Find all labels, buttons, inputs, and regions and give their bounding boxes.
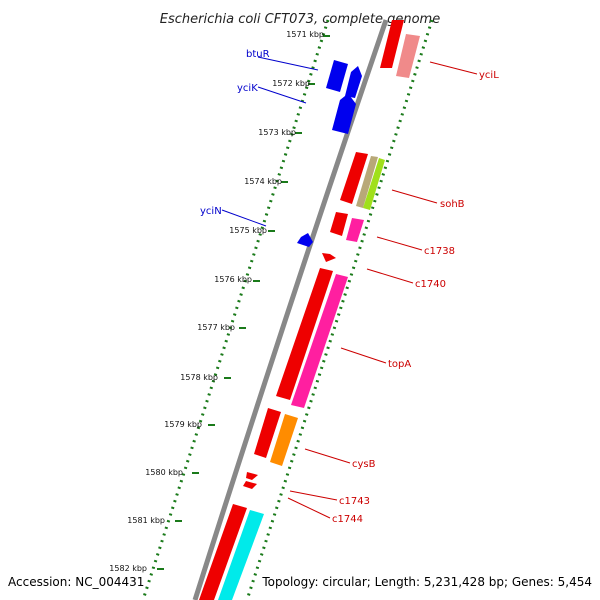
genome-backbone (192, 19, 389, 600)
gene-label-btuR[interactable]: btuR (246, 49, 270, 60)
gene-topA-red[interactable] (276, 268, 333, 400)
gene-yciK-part-a[interactable] (345, 66, 362, 98)
leader-line-c1743 (289, 490, 338, 501)
tick-label: 1580 kbp (145, 468, 183, 477)
tick-marks (157, 35, 330, 570)
tick-label: 1571 kbp (286, 30, 324, 39)
gene-label-sohB[interactable]: sohB (440, 199, 465, 210)
gene-yciN[interactable] (297, 233, 313, 247)
tick-label: 1577 kbp (197, 323, 235, 332)
leader-line-cysB (304, 448, 351, 464)
gene-yciK[interactable] (332, 96, 356, 134)
leader-line-sohB (391, 189, 438, 204)
gene-label-cysB[interactable]: cysB (352, 459, 376, 470)
gene-label-topA[interactable]: topA (388, 359, 411, 370)
genome-summary-text: Topology: circular; Length: 5,231,428 bp… (261, 575, 592, 589)
tick-label: 1574 kbp (244, 177, 282, 186)
gene-c1738[interactable] (346, 218, 364, 242)
tick-label: 1572 kbp (272, 79, 310, 88)
tick-labels: 1571 kbp 1572 kbp 1573 kbp 1574 kbp 1575… (109, 30, 324, 573)
gene-bottom-red[interactable] (199, 504, 247, 600)
leader-line-c1738 (376, 236, 423, 251)
gene-cysB[interactable] (270, 414, 298, 466)
gene-label-yciK[interactable]: yciK (237, 83, 258, 94)
tick-label: 1573 kbp (258, 128, 296, 137)
leader-line-topA (340, 347, 387, 364)
gene-label-c1740[interactable]: c1740 (415, 279, 446, 290)
tick-label: 1579 kbp (164, 420, 202, 429)
gene-btuR[interactable] (326, 60, 348, 92)
gene-label-c1738[interactable]: c1738 (424, 246, 455, 257)
gene-label-c1744[interactable]: c1744 (332, 514, 363, 525)
gene-bottom-cyan[interactable] (218, 510, 264, 600)
tick-label: 1582 kbp (109, 564, 147, 573)
gene-c1738-red[interactable] (330, 212, 348, 236)
gene-sohB-adjacent[interactable] (356, 156, 378, 208)
leader-line-c1744 (287, 497, 331, 519)
map-title: Escherichia coli CFT073, complete genome (160, 12, 440, 27)
tick-label: 1578 kbp (180, 373, 218, 382)
gene-c1743[interactable] (246, 472, 258, 480)
tick-label: 1575 kbp (229, 226, 267, 235)
gene-cysB-red[interactable] (254, 408, 281, 458)
leader-line-yciK (257, 86, 307, 104)
leader-line-btuR (257, 56, 319, 71)
gene-c1744[interactable] (243, 481, 257, 489)
gene-label-yciN[interactable]: yciN (200, 206, 222, 217)
leader-line-yciL (429, 61, 478, 75)
tick-label: 1581 kbp (127, 516, 165, 525)
gene-c1740[interactable] (322, 253, 336, 262)
leader-line-yciN (221, 209, 267, 227)
accession-text: Accession: NC_004431 (8, 575, 144, 589)
gene-topA[interactable] (291, 274, 348, 408)
gene-top-partial[interactable] (380, 20, 404, 68)
leader-line-c1740 (366, 268, 414, 284)
gene-sohB-adjacent-green[interactable] (363, 158, 385, 210)
gene-label-c1743[interactable]: c1743 (339, 496, 370, 507)
gene-sohB[interactable] (340, 152, 368, 204)
tick-label: 1576 kbp (214, 275, 252, 284)
gene-label-yciL[interactable]: yciL (479, 70, 499, 81)
gene-yciL[interactable] (396, 34, 420, 78)
